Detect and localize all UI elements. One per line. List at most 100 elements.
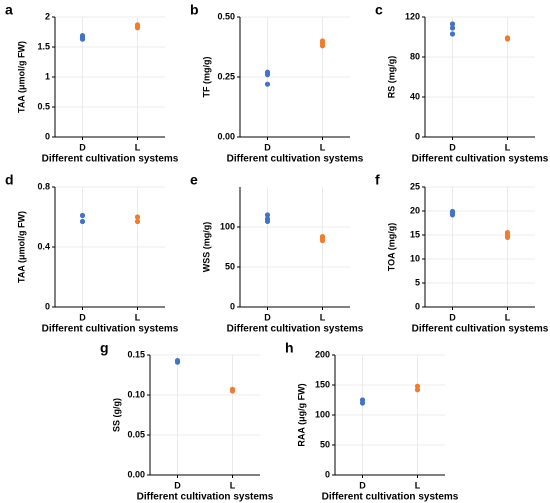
panel-label: f bbox=[375, 172, 380, 188]
y-tick-label: 40 bbox=[410, 91, 420, 101]
y-tick-label: 0 bbox=[325, 469, 330, 479]
y-tick-label: 80 bbox=[410, 51, 420, 61]
y-tick-label: 0.50 bbox=[217, 11, 235, 21]
y-tick-label: 1.5 bbox=[37, 41, 50, 51]
y-tick-label: 10 bbox=[410, 253, 420, 263]
panel: 0.00 0.05 0.10 0.15 D Lg Different cultivation… bbox=[100, 340, 274, 503]
y-tick-label: 50 bbox=[320, 439, 330, 449]
point bbox=[174, 358, 181, 364]
panel: 0.00 0.25 0.50 D Lb Different cultivation sys… bbox=[190, 2, 364, 165]
x-tick-label: D bbox=[264, 142, 271, 152]
panel-label: a bbox=[5, 2, 13, 18]
panel: 0 0.5 1 1.5 2 D La Different cultivation system… bbox=[5, 2, 179, 165]
x-tick-label: D bbox=[449, 142, 456, 152]
y-tick-label: 0 bbox=[45, 301, 50, 311]
x-axis-label: Different cultivation systems bbox=[322, 492, 459, 503]
panel-label: d bbox=[5, 172, 14, 188]
panel: 0 50 100 150 200 D Lh Different cultivation sys… bbox=[285, 340, 459, 503]
point bbox=[449, 31, 456, 37]
y-tick-label: 25 bbox=[410, 181, 420, 191]
y-tick-label: 0 bbox=[45, 131, 50, 141]
x-axis-label: Different cultivation systems bbox=[137, 492, 274, 503]
y-tick-label: 5 bbox=[415, 277, 420, 287]
x-tick-label: L bbox=[505, 312, 511, 322]
x-tick-label: D bbox=[264, 312, 271, 322]
x-tick-label: D bbox=[359, 480, 366, 490]
y-tick-label: 0.00 bbox=[127, 469, 145, 479]
point bbox=[79, 33, 86, 39]
y-axis-label: TF (mg/g) bbox=[201, 57, 211, 98]
y-axis-label: RS (mg/g) bbox=[386, 56, 396, 99]
point bbox=[414, 383, 421, 389]
point bbox=[264, 81, 271, 87]
x-tick-label: L bbox=[230, 480, 236, 490]
point bbox=[359, 397, 366, 403]
panel-label: b bbox=[190, 2, 199, 18]
y-tick-label: 150 bbox=[315, 379, 330, 389]
x-axis-label: Different cultivation systems bbox=[227, 154, 364, 165]
point bbox=[319, 38, 326, 44]
x-tick-label: L bbox=[320, 312, 326, 322]
y-axis-label: TAA (μmol/g FW) bbox=[16, 211, 26, 283]
panel: 0 50 100 D Le Different cultivation systems WS… bbox=[190, 172, 364, 335]
point bbox=[449, 208, 456, 215]
y-tick-label: 200 bbox=[315, 349, 330, 359]
point bbox=[504, 230, 511, 236]
x-tick-label: D bbox=[449, 312, 456, 322]
panel-label: h bbox=[285, 340, 294, 356]
panel-label: g bbox=[100, 340, 109, 356]
y-tick-label: 0.8 bbox=[37, 181, 50, 191]
y-axis-label: SS (g/g) bbox=[111, 398, 121, 432]
y-tick-label: 50 bbox=[225, 261, 235, 271]
y-axis-label: WSS (mg/g) bbox=[201, 222, 211, 273]
panel: 0 5 10 15 20 25 D Lf Different cultivation syste… bbox=[375, 172, 549, 335]
x-tick-label: L bbox=[320, 142, 326, 152]
panel: 0 0.4 0.8 D Ld Different cultivation systems T… bbox=[5, 172, 179, 335]
point bbox=[79, 218, 86, 225]
y-tick-label: 2 bbox=[45, 11, 50, 21]
point bbox=[449, 21, 456, 27]
point bbox=[134, 22, 141, 28]
y-tick-label: 20 bbox=[410, 205, 420, 215]
point bbox=[134, 214, 141, 220]
point bbox=[449, 25, 456, 31]
x-tick-label: L bbox=[135, 312, 141, 322]
y-tick-label: 0 bbox=[230, 301, 235, 311]
y-axis-label: TOA (mg/g) bbox=[386, 223, 396, 272]
point bbox=[264, 69, 271, 75]
point bbox=[504, 35, 511, 41]
x-axis-label: Different cultivation systems bbox=[42, 154, 179, 165]
y-tick-label: 15 bbox=[410, 229, 420, 239]
x-tick-label: D bbox=[79, 142, 86, 152]
y-axis-label: RAA (μg/g FW) bbox=[296, 383, 306, 446]
x-tick-label: D bbox=[79, 312, 86, 322]
y-tick-label: 0 bbox=[415, 131, 420, 141]
x-tick-label: L bbox=[505, 142, 511, 152]
y-tick-label: 0.10 bbox=[127, 389, 145, 399]
x-axis-label: Different cultivation systems bbox=[412, 324, 549, 335]
y-tick-label: 100 bbox=[220, 221, 235, 231]
point bbox=[264, 216, 271, 222]
point bbox=[319, 234, 326, 240]
panel: 0 40 80 120 D Lc Different cultivation systems… bbox=[375, 2, 549, 165]
panel-label: c bbox=[375, 2, 383, 18]
y-tick-label: 0 bbox=[415, 301, 420, 311]
y-tick-label: 120 bbox=[405, 11, 420, 21]
point bbox=[134, 218, 141, 225]
x-tick-label: L bbox=[415, 480, 421, 490]
point bbox=[229, 386, 236, 392]
x-axis-label: Different cultivation systems bbox=[412, 154, 549, 165]
y-tick-label: 1 bbox=[45, 71, 50, 81]
point bbox=[414, 387, 421, 393]
y-tick-label: 0.4 bbox=[37, 241, 50, 251]
y-tick-label: 0.25 bbox=[217, 71, 235, 81]
panel-label: e bbox=[190, 172, 198, 188]
y-tick-label: 0.5 bbox=[37, 101, 50, 111]
y-tick-label: 100 bbox=[315, 409, 330, 419]
point bbox=[79, 212, 86, 219]
y-tick-label: 0.15 bbox=[127, 349, 145, 359]
x-axis-label: Different cultivation systems bbox=[227, 324, 364, 335]
point bbox=[264, 212, 271, 218]
x-tick-label: D bbox=[174, 480, 181, 490]
